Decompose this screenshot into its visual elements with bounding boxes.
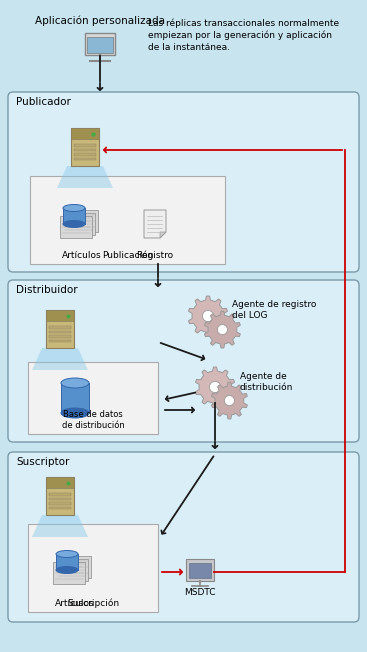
Bar: [46, 477, 74, 488]
Bar: [71, 128, 99, 139]
FancyBboxPatch shape: [8, 92, 359, 272]
Bar: [87, 37, 113, 53]
Text: Base de datos
de distribución: Base de datos de distribución: [62, 410, 124, 430]
Ellipse shape: [217, 325, 228, 334]
Bar: [61, 383, 89, 413]
Ellipse shape: [210, 381, 221, 393]
Bar: [60, 216, 92, 238]
Bar: [63, 208, 85, 224]
Bar: [49, 340, 71, 342]
Bar: [189, 563, 211, 578]
Bar: [66, 210, 98, 232]
Ellipse shape: [63, 205, 85, 211]
Text: Artículos: Artículos: [55, 599, 95, 608]
Bar: [63, 213, 95, 235]
Bar: [49, 493, 71, 496]
Polygon shape: [32, 515, 88, 537]
Text: Aplicación personalizada: Aplicación personalizada: [35, 16, 165, 27]
Ellipse shape: [224, 396, 235, 406]
Ellipse shape: [63, 220, 85, 228]
Bar: [49, 502, 71, 505]
Polygon shape: [204, 311, 240, 348]
Bar: [46, 310, 74, 321]
Polygon shape: [144, 210, 166, 238]
FancyBboxPatch shape: [8, 452, 359, 622]
Bar: [71, 128, 99, 166]
Bar: [46, 310, 74, 348]
Bar: [49, 497, 71, 500]
Bar: [30, 176, 225, 264]
Text: MSDTC: MSDTC: [184, 588, 216, 597]
Bar: [186, 559, 214, 581]
Bar: [49, 326, 71, 329]
Text: Suscriptor: Suscriptor: [16, 457, 69, 467]
Bar: [74, 158, 96, 160]
Polygon shape: [57, 166, 113, 188]
Polygon shape: [160, 232, 166, 238]
Bar: [46, 477, 74, 515]
Text: Distribuidor: Distribuidor: [16, 285, 78, 295]
Bar: [53, 562, 85, 584]
Text: Publicador: Publicador: [16, 97, 71, 107]
Bar: [49, 507, 71, 509]
Text: Agente de registro
del LOG: Agente de registro del LOG: [232, 300, 316, 320]
Bar: [56, 554, 78, 570]
Ellipse shape: [56, 550, 78, 557]
Bar: [28, 362, 158, 434]
FancyBboxPatch shape: [8, 280, 359, 442]
Text: Artículos: Artículos: [62, 251, 102, 260]
Text: Las réplicas transaccionales normalmente
empiezan por la generación y aplicación: Las réplicas transaccionales normalmente…: [148, 18, 339, 52]
Bar: [56, 559, 88, 581]
Text: Registro: Registro: [137, 251, 174, 260]
Ellipse shape: [61, 378, 89, 388]
Bar: [74, 144, 96, 147]
Text: Agente de
distribución: Agente de distribución: [240, 372, 293, 392]
Ellipse shape: [202, 310, 214, 321]
Polygon shape: [196, 367, 235, 407]
Ellipse shape: [56, 567, 78, 574]
Polygon shape: [32, 348, 88, 370]
Bar: [74, 149, 96, 151]
Polygon shape: [189, 296, 228, 336]
Text: Publicación: Publicación: [102, 251, 154, 260]
Bar: [49, 335, 71, 338]
Bar: [49, 331, 71, 333]
Bar: [85, 33, 115, 55]
Bar: [28, 524, 158, 612]
Polygon shape: [211, 382, 247, 419]
Text: Suscripción: Suscripción: [67, 599, 119, 608]
Bar: [59, 556, 91, 578]
Ellipse shape: [61, 408, 89, 418]
Bar: [74, 153, 96, 156]
